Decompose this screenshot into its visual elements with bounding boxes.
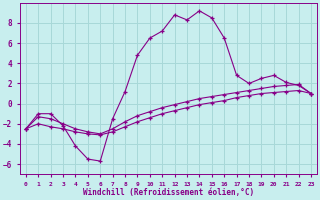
X-axis label: Windchill (Refroidissement éolien,°C): Windchill (Refroidissement éolien,°C) <box>83 188 254 197</box>
